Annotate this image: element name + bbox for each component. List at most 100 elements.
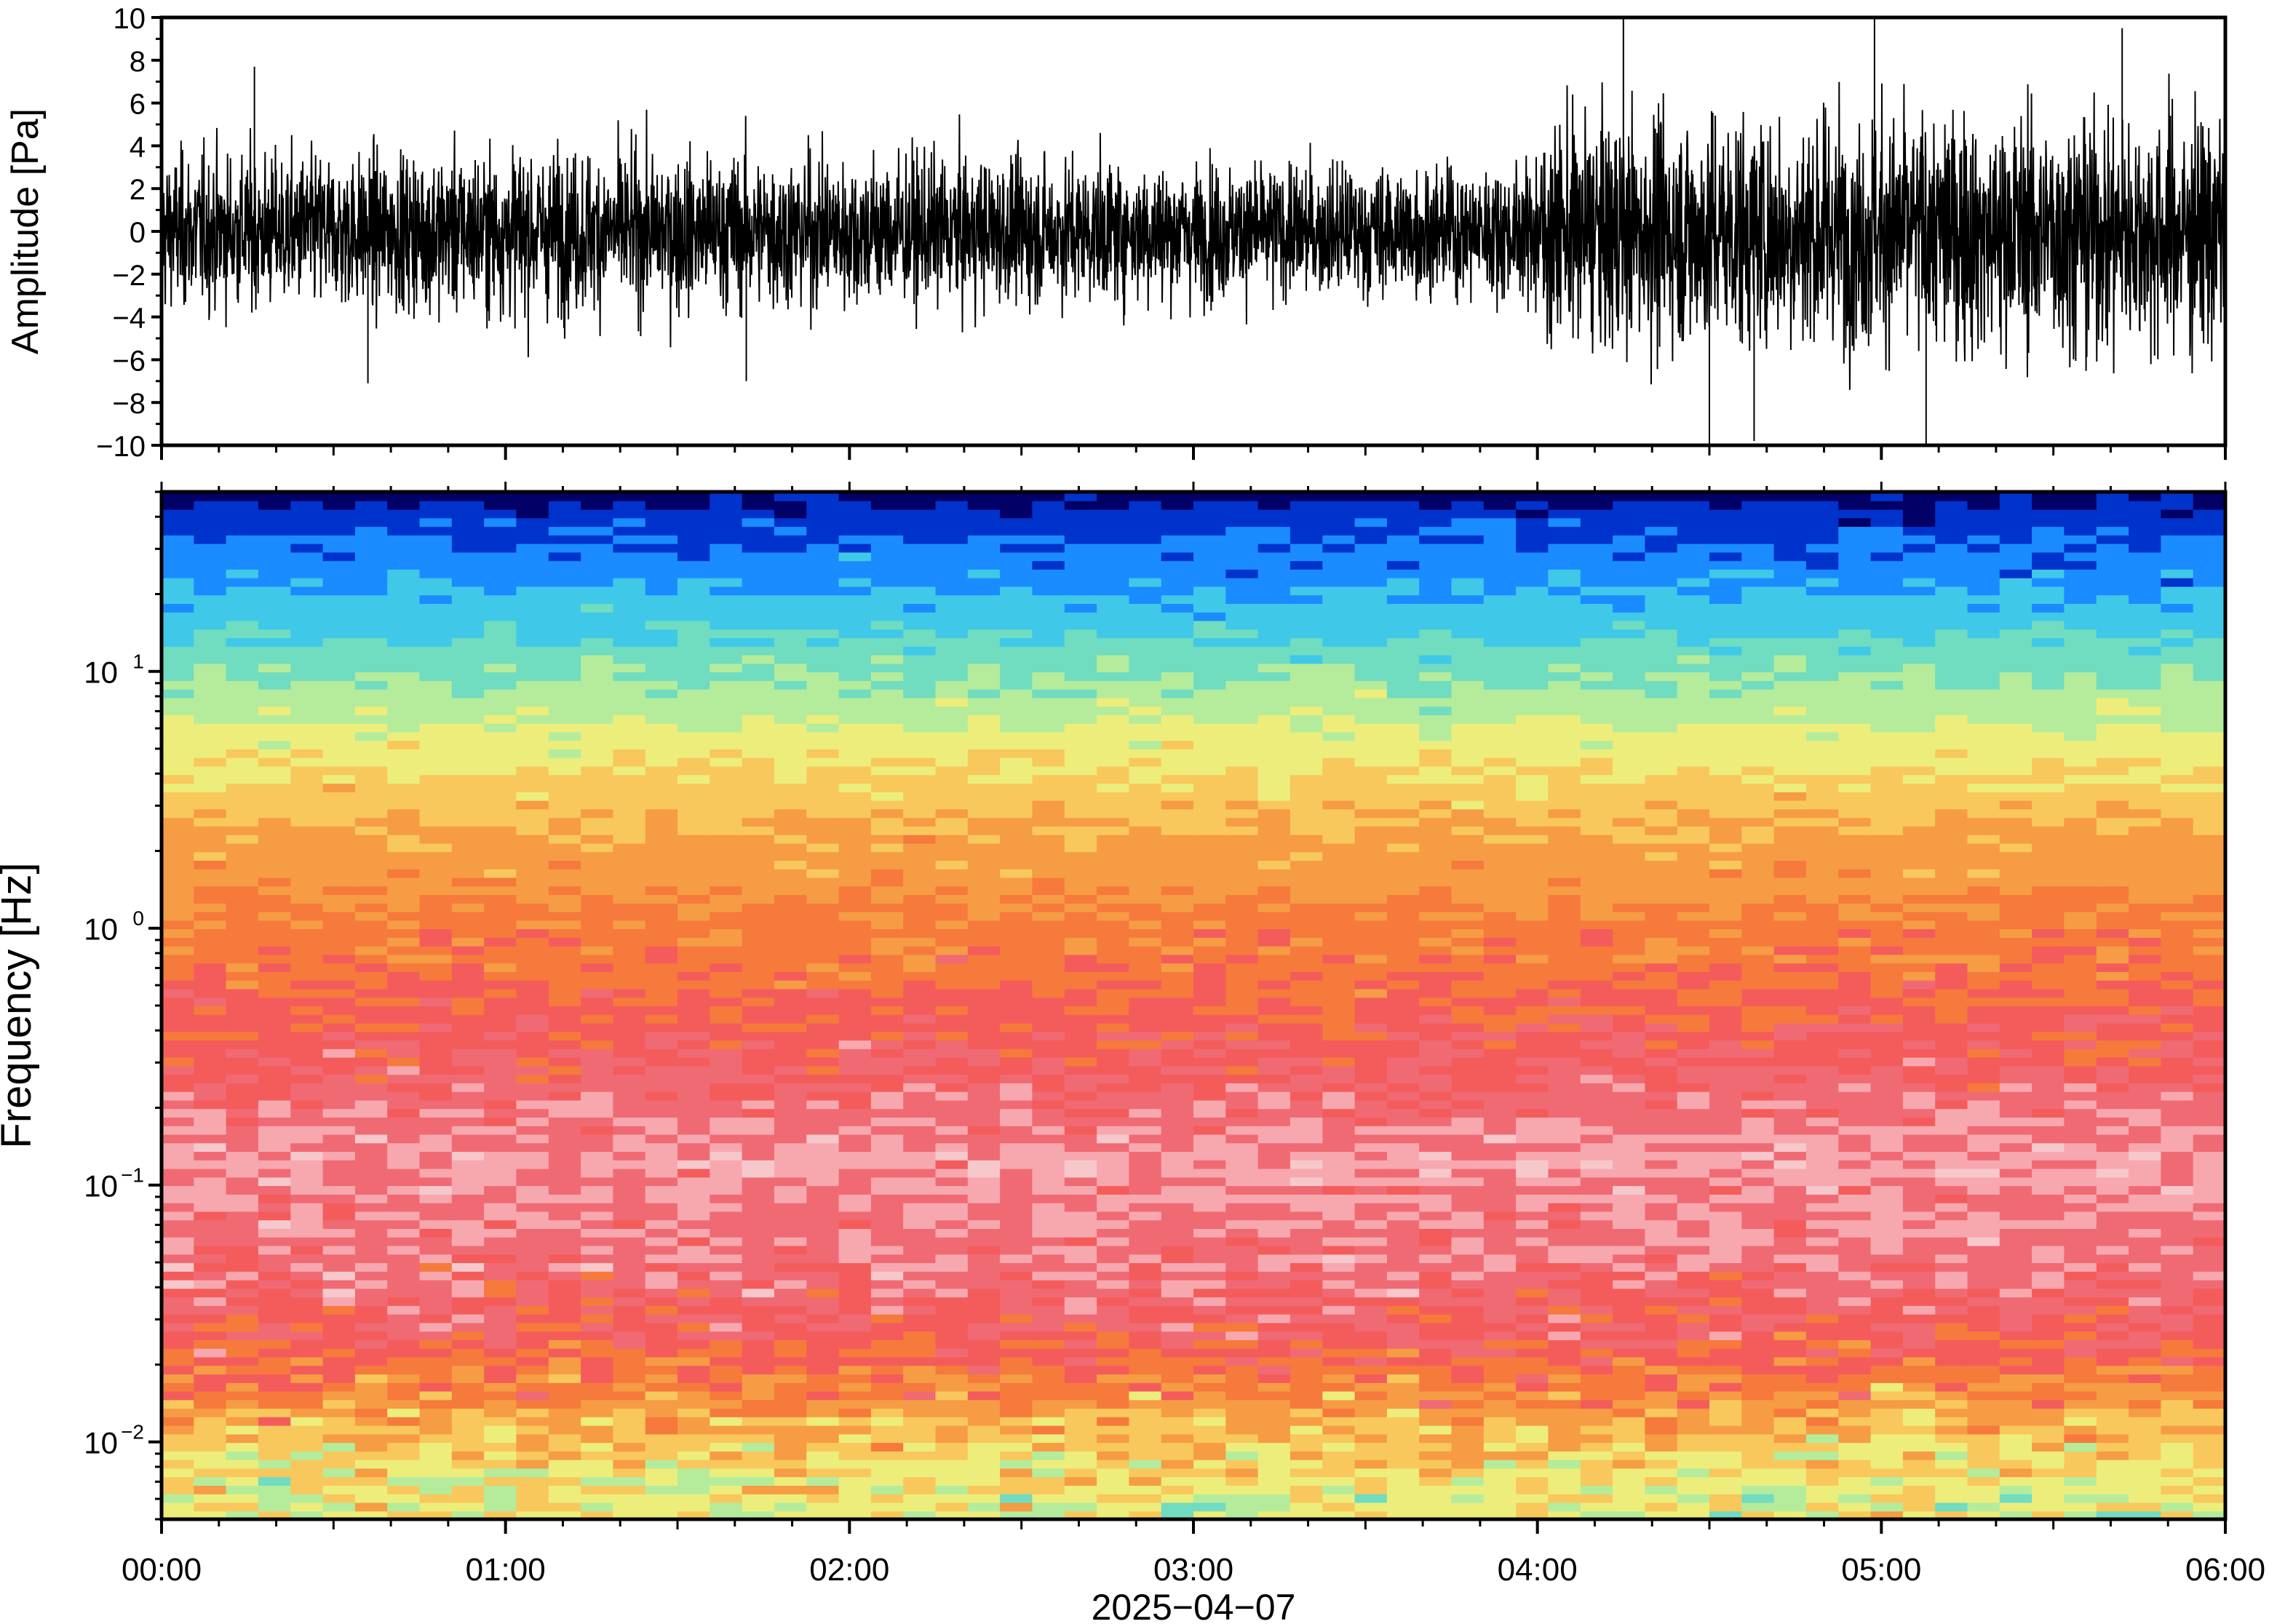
spectrogram-cell xyxy=(1741,1177,1775,1187)
spectrogram-cell xyxy=(645,1219,678,1229)
spectrogram-cell xyxy=(1516,997,1549,1006)
spectrogram-cell xyxy=(1419,1339,1453,1349)
spectrogram-cell xyxy=(451,1040,485,1049)
spectrogram-cell xyxy=(1645,1313,1678,1324)
spectrogram-cell xyxy=(1225,1297,1259,1306)
spectrogram-cell xyxy=(322,971,356,981)
spectrogram-cell xyxy=(1290,860,1324,869)
spectrogram-cell xyxy=(258,988,292,998)
spectrogram-cell xyxy=(1645,1484,1678,1494)
spectrogram-cell xyxy=(1645,1006,1678,1015)
spectrogram-cell xyxy=(226,1254,259,1263)
spectrogram-cell xyxy=(1580,1031,1614,1041)
spectrogram-cell xyxy=(838,1425,872,1435)
spectrogram-cell xyxy=(1902,997,1936,1006)
spectrogram-cell xyxy=(1322,1193,1356,1203)
spectrogram-cell xyxy=(516,860,549,869)
spectrogram-cell xyxy=(1225,1442,1259,1452)
spectrogram-cell xyxy=(516,877,549,887)
spectrogram-cell xyxy=(1516,1476,1549,1486)
spectrogram-cell xyxy=(1000,1219,1033,1229)
spectrogram-cell xyxy=(806,1117,840,1126)
spectrogram-cell xyxy=(1483,1331,1517,1340)
spectrogram-cell xyxy=(258,1425,292,1435)
spectrogram-cell xyxy=(1902,1305,1936,1315)
spectrogram-cell xyxy=(774,1279,808,1289)
spectrogram-cell xyxy=(806,1193,840,1203)
spectrogram-cell xyxy=(1613,1254,1646,1263)
spectrogram-cell xyxy=(1741,1262,1775,1272)
spectrogram-cell xyxy=(1257,1493,1291,1503)
spectrogram-cell xyxy=(1000,988,1033,998)
spectrogram-cell xyxy=(1193,1450,1227,1460)
spectrogram-cell xyxy=(1129,1356,1162,1366)
spectrogram-cell xyxy=(1161,1099,1194,1110)
spectrogram-cell xyxy=(710,1056,743,1067)
spectrogram-cell xyxy=(1999,911,2033,921)
spectrogram-cell xyxy=(2064,1254,2097,1263)
spectrogram-cell xyxy=(548,1468,582,1478)
spectrogram-cell xyxy=(774,1065,808,1075)
spectrogram-cell xyxy=(1032,1348,1065,1358)
spectrogram-cell xyxy=(1000,1288,1033,1298)
spectrogram-cell xyxy=(1129,1288,1162,1298)
spectrogram-cell xyxy=(1677,1245,1710,1255)
spectrogram-cell xyxy=(354,1408,389,1417)
spectrogram-cell xyxy=(1129,1236,1162,1246)
spectrogram-cell xyxy=(1838,945,1872,955)
spectrogram-cell xyxy=(354,1014,389,1024)
spectrogram-cell xyxy=(710,1159,743,1169)
spectrogram-cell xyxy=(354,1202,389,1212)
spectrogram-cell xyxy=(645,1048,678,1058)
spectrogram-cell xyxy=(1580,885,1614,896)
spectrogram-cell xyxy=(613,885,646,896)
spectrogram-cell xyxy=(774,1468,808,1478)
spectrogram-cell xyxy=(1999,868,2033,878)
spectrogram-cell xyxy=(870,1262,905,1272)
spectrogram-cell xyxy=(742,868,775,878)
spectrogram-cell xyxy=(677,1142,711,1153)
spectrogram-cell xyxy=(484,945,517,955)
spectrogram-cell xyxy=(2096,1450,2130,1460)
spectrogram-cell xyxy=(1613,1510,1646,1519)
spectrogram-cell xyxy=(742,1270,775,1281)
spectrogram-cell xyxy=(870,1459,905,1469)
spectrogram-cell xyxy=(838,1056,872,1067)
spectrogram-cell xyxy=(2161,1151,2194,1161)
spectrogram-cell xyxy=(967,1510,1001,1519)
spectrogram-cell xyxy=(1225,902,1259,912)
spectrogram-cell xyxy=(1580,1331,1614,1340)
spectrogram-cell xyxy=(1580,911,1614,921)
spectrogram-cell xyxy=(935,1056,969,1067)
spectrogram-cell xyxy=(1386,885,1420,896)
spectrogram-cell xyxy=(484,1082,517,1092)
spectrogram-cell xyxy=(516,1056,549,1067)
spectrogram-cell xyxy=(677,1468,711,1478)
spectrogram-cell xyxy=(2193,936,2225,947)
spectrogram-cell xyxy=(2129,1125,2162,1135)
spectrogram-cell xyxy=(806,1031,840,1041)
spectrogram-cell xyxy=(870,902,905,912)
spectrogram-cell xyxy=(2193,1374,2225,1383)
spectrogram-cell xyxy=(967,945,1001,955)
spectrogram-cell xyxy=(1870,1211,1904,1221)
spectrogram-cell xyxy=(290,1082,324,1092)
spectrogram-cell xyxy=(2032,1425,2065,1435)
spectrogram-cell xyxy=(1419,997,1453,1006)
spectrogram-cell xyxy=(613,1374,646,1383)
spectrogram-cell xyxy=(194,988,227,998)
spectrogram-cell xyxy=(1386,979,1420,990)
spectrogram-cell xyxy=(548,1219,582,1229)
spectrogram-cell xyxy=(1838,1468,1872,1478)
spectrogram-cell xyxy=(613,1502,646,1512)
spectrogram-cell xyxy=(258,1510,292,1519)
spectrogram-cell xyxy=(1999,1331,2033,1340)
spectrogram-cell xyxy=(1902,877,1936,887)
spectrogram-cell xyxy=(290,963,324,972)
spectrogram-cell xyxy=(581,902,614,912)
spectrogram-cell xyxy=(581,1227,614,1238)
spectrogram-cell xyxy=(484,1151,517,1161)
spectrogram-cell xyxy=(548,1056,582,1067)
spectrogram-cell xyxy=(1419,1425,1453,1435)
spectrogram-cell xyxy=(742,928,775,938)
